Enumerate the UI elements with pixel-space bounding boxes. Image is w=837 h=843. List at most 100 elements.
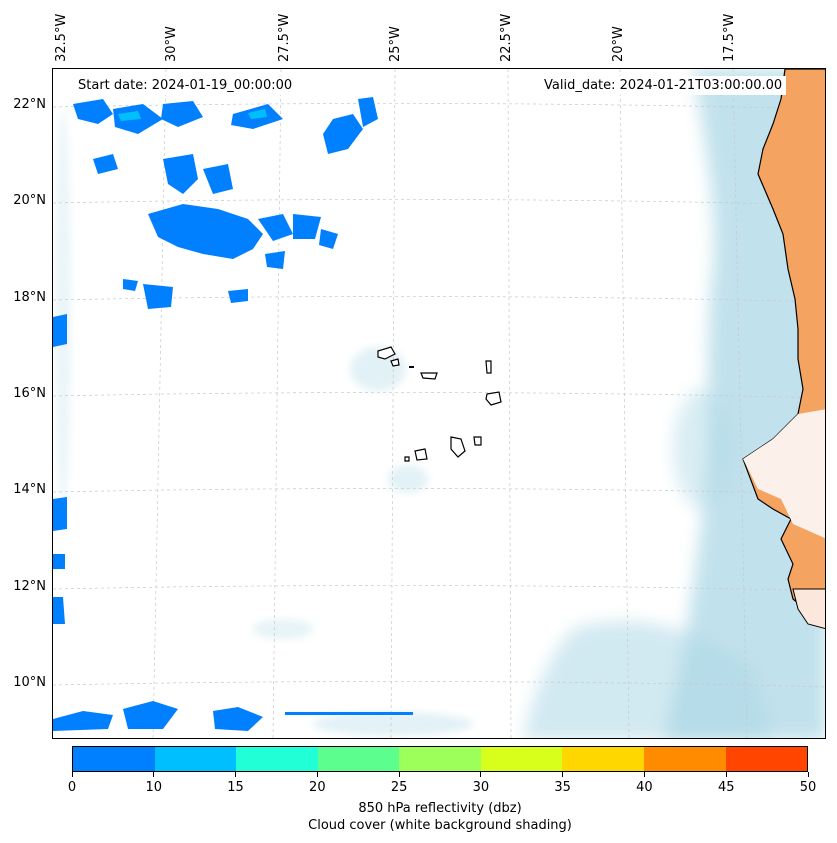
- refl-blob-east-4: [319, 229, 338, 249]
- refl-blob-south-3: [123, 279, 138, 291]
- colorbar-segment: [399, 747, 481, 771]
- colorbar-tick: [71, 772, 73, 777]
- land-senegal-gambia: [743, 409, 825, 539]
- colorbar-tick: [807, 772, 809, 777]
- refl-core-2: [248, 109, 267, 119]
- map-canvas: [53, 69, 825, 738]
- reflectivity-areas-higher: [118, 109, 267, 121]
- refl-bottom-2: [123, 701, 178, 729]
- lat-label-18n: 18°N: [13, 290, 46, 305]
- parallel-10n: [53, 681, 825, 688]
- colorbar-tick-label: 0: [67, 780, 77, 795]
- lon-label-32-5w: 32.5°W: [54, 13, 69, 62]
- refl-left-edge-4: [53, 597, 65, 624]
- parallel-12n: [53, 585, 825, 592]
- colorbar-tick: [480, 772, 482, 777]
- colorbar-segment: [480, 747, 563, 771]
- map-panel[interactable]: [52, 68, 826, 739]
- refl-left-edge-1: [53, 314, 67, 347]
- colorbar-segment: [643, 747, 726, 771]
- colorbar-tick-label: 50: [799, 780, 817, 795]
- colorbar-tick-label: 45: [717, 780, 735, 795]
- islet-1: [409, 366, 414, 368]
- island-sal: [485, 360, 492, 374]
- refl-left-edge-2: [53, 497, 67, 531]
- meridian-22-5w: [507, 69, 512, 738]
- cloud-patch-south-island: [388, 465, 428, 493]
- cloud-east-south: [523, 621, 773, 738]
- refl-cluster-mid-2: [163, 154, 198, 194]
- meridian-17-5w: [732, 69, 748, 738]
- start-date-label: Start date: 2024-01-19_00:00:00: [74, 76, 297, 95]
- colorbar-segment: [154, 747, 237, 771]
- refl-cluster-mid-1: [93, 154, 118, 174]
- meridian-25w: [390, 69, 396, 738]
- refl-core-1: [118, 111, 141, 121]
- refl-blob-south-2: [228, 289, 248, 303]
- lat-label-14n: 14°N: [13, 482, 46, 497]
- colorbar-segment: [236, 747, 318, 771]
- refl-left-edge-3: [53, 554, 65, 569]
- colorbar-tick-label: 25: [390, 780, 408, 795]
- cloud-patch-cabo: [350, 347, 406, 391]
- reflectivity-areas: [53, 97, 413, 731]
- refl-blob-east-3: [265, 251, 285, 269]
- island-sao-vicente: [390, 358, 400, 367]
- lon-label-20w: 20°W: [611, 26, 626, 62]
- parallel-14n: [53, 488, 825, 495]
- island-boa-vista: [485, 391, 502, 406]
- cloud-patch-left-edge: [55, 109, 71, 509]
- colorbar-tick: [153, 772, 155, 777]
- lon-label-27-5w: 27.5°W: [277, 13, 292, 62]
- cloud-patch-bottom: [313, 712, 473, 736]
- colorbar-tick: [235, 772, 237, 777]
- colorbar-tick-label: 40: [636, 780, 653, 795]
- refl-bottom-line: [285, 712, 413, 715]
- colorbar-tick: [725, 772, 727, 777]
- colorbar-tick-label: 10: [145, 780, 163, 795]
- island-santiago: [450, 436, 466, 458]
- colorbar-tick: [398, 772, 400, 777]
- graticule: [53, 69, 825, 738]
- refl-cluster-nw-3: [161, 101, 203, 127]
- colorbar-segment: [562, 747, 644, 771]
- colorbar-tick: [562, 772, 564, 777]
- lon-label-30w: 30°W: [164, 26, 179, 62]
- lon-label-17-5w: 17.5°W: [722, 13, 737, 62]
- lat-label-10n: 10°N: [13, 675, 46, 690]
- refl-cluster-mid-3: [203, 164, 233, 194]
- refl-bottom-1: [53, 711, 113, 731]
- refl-cluster-nw-5: [323, 114, 363, 154]
- colorbar-segment: [73, 747, 155, 771]
- cloud-patch-mid: [673, 389, 733, 509]
- colorbar: [72, 746, 808, 772]
- islet-dots: [409, 366, 414, 368]
- lat-label-16n: 16°N: [13, 386, 46, 401]
- meridian-27-5w: [272, 69, 282, 738]
- land-guinea-bissau: [792, 588, 825, 629]
- parallel-16n: [53, 392, 825, 399]
- west-africa-land: [742, 69, 825, 629]
- refl-cluster-nw-6: [358, 97, 378, 127]
- island-brava: [404, 456, 410, 462]
- colorbar-segment: [317, 747, 400, 771]
- lat-label-12n: 12°N: [13, 579, 46, 594]
- lat-label-20n: 20°N: [13, 193, 46, 208]
- cabo-verde-islands: [377, 346, 502, 462]
- colorbar-tick: [643, 772, 645, 777]
- refl-blob-south-1: [143, 284, 173, 309]
- island-fogo: [414, 448, 428, 461]
- colorbar-tick-label: 20: [309, 780, 326, 795]
- colorbar-tick-label: 15: [227, 780, 244, 795]
- meridian-20w: [619, 69, 630, 738]
- colorbar-tick-label: 30: [472, 780, 490, 795]
- lon-label-22-5w: 22.5°W: [499, 13, 514, 62]
- cloud-patch-southwest: [253, 619, 313, 639]
- lon-label-25w: 25°W: [388, 26, 403, 62]
- meridian-30w: [152, 69, 167, 738]
- refl-blob-east-1: [258, 214, 293, 241]
- island-santo-antao: [377, 346, 396, 360]
- lat-label-22n: 22°N: [13, 97, 46, 112]
- refl-main-blob: [148, 204, 263, 259]
- refl-cluster-nw-1: [73, 99, 113, 124]
